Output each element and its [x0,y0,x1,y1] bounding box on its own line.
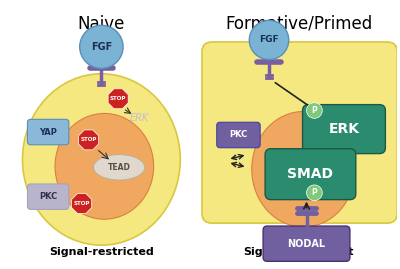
Text: TEAD: TEAD [108,163,130,172]
Text: PKC: PKC [39,192,57,201]
Text: NODAL: NODAL [288,239,326,249]
FancyBboxPatch shape [265,149,356,200]
Ellipse shape [252,111,355,227]
FancyBboxPatch shape [202,42,397,223]
Text: ERK: ERK [129,113,148,123]
Text: Formative/Primed: Formative/Primed [225,15,372,33]
Text: ERK: ERK [328,122,360,136]
Circle shape [249,20,289,59]
Text: Signal-dependent: Signal-dependent [243,247,354,257]
Circle shape [306,185,322,201]
Ellipse shape [22,74,180,245]
Polygon shape [108,89,128,109]
Text: STOP: STOP [80,137,97,142]
Text: Signal-restricted: Signal-restricted [49,247,154,257]
Text: FGF: FGF [91,42,112,52]
Text: STOP: STOP [110,96,126,101]
FancyBboxPatch shape [28,119,69,145]
FancyBboxPatch shape [217,122,260,148]
Text: STOP: STOP [74,201,90,206]
Ellipse shape [94,155,145,180]
FancyBboxPatch shape [302,105,385,154]
Polygon shape [78,130,98,150]
Text: YAP: YAP [39,128,57,137]
Circle shape [80,25,123,68]
Text: SMAD: SMAD [288,167,334,181]
Circle shape [306,103,322,118]
FancyBboxPatch shape [263,226,350,261]
Text: P: P [312,188,317,197]
Text: FGF: FGF [259,36,279,44]
Ellipse shape [55,114,154,219]
Text: P: P [312,106,317,115]
Text: Naive: Naive [78,15,125,33]
FancyBboxPatch shape [28,184,69,210]
Polygon shape [72,194,92,214]
Text: PKC: PKC [229,130,248,140]
